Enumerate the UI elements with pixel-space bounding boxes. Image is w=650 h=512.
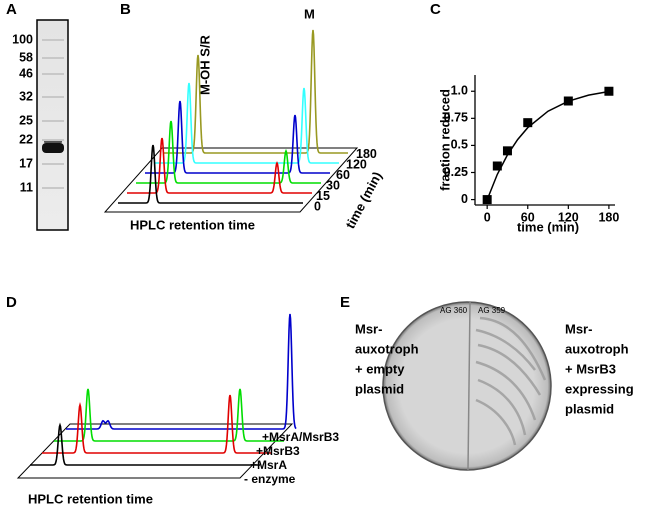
marker-label: 17 (19, 156, 33, 170)
time-label: 0 (314, 199, 321, 213)
ladder-band (42, 139, 64, 141)
ladder-band (42, 163, 64, 165)
y-tick-label: 1.0 (451, 84, 468, 98)
ladder-band (42, 96, 64, 98)
plate-caption: Msr- (565, 321, 592, 336)
peak-label: M-OH S/R (197, 34, 212, 95)
data-point (523, 118, 533, 128)
panel-label: B (120, 1, 131, 18)
x-axis-label: time (min) (517, 219, 579, 234)
chromatogram-trace (145, 100, 330, 174)
ladder-band (42, 187, 64, 189)
plate-caption: plasmid (355, 381, 404, 396)
plate-caption: auxotroph (565, 341, 629, 356)
data-point (604, 86, 614, 96)
protein-band (42, 143, 64, 153)
data-point (502, 146, 512, 156)
lid-label: AG 359 (478, 306, 506, 315)
chromatogram-trace (118, 144, 303, 204)
panel-label: D (6, 294, 17, 311)
y-tick-label: 0.75 (444, 111, 468, 125)
chromatogram-trace (54, 388, 284, 442)
time-label: 15 (316, 189, 330, 203)
condition-label: +MsrA (250, 458, 287, 472)
bacterial-growth (475, 316, 547, 446)
y-axis-label: fraction reduced (437, 89, 452, 191)
y-tick-label: 0 (461, 192, 468, 206)
plate-caption: plasmid (565, 401, 614, 416)
floor-plane (16, 423, 294, 479)
peak-label: M (304, 6, 315, 21)
marker-label: 11 (20, 180, 33, 194)
chromatogram-trace (66, 313, 297, 430)
marker-label: 25 (19, 113, 33, 127)
time-label: 120 (346, 157, 367, 171)
panel-label: E (340, 294, 350, 311)
y-tick-label: 0.5 (451, 138, 468, 152)
marker-label: 22 (19, 132, 33, 146)
axis-label: HPLC retention time (130, 217, 255, 232)
panel-label: C (430, 1, 441, 18)
time-label: 60 (336, 168, 350, 182)
time-label: 30 (326, 178, 340, 192)
x-tick-label: 0 (484, 210, 491, 224)
chromatogram-trace (163, 29, 348, 154)
marker-label: 58 (19, 50, 33, 64)
marker-label: 32 (19, 89, 33, 103)
ladder-band (42, 57, 64, 59)
y-tick-label: 0.25 (444, 165, 468, 179)
plate-caption: + MsrB3 (565, 361, 616, 376)
chromatogram-trace (136, 120, 321, 184)
ladder-band (42, 73, 64, 75)
condition-label: +MsrB3 (256, 444, 300, 458)
plate-caption: auxotroph (355, 341, 419, 356)
gel-bands (42, 140, 64, 153)
chromatogram-trace (154, 82, 339, 164)
condition-label: - enzyme (244, 472, 296, 486)
fit-curve (486, 90, 610, 200)
plate-caption: + empty (355, 361, 405, 376)
petri-plate (382, 301, 552, 471)
plate-caption: Msr- (355, 321, 382, 336)
lid-label: AG 360 (440, 306, 468, 315)
chromatogram-trace (127, 137, 312, 194)
condition-label: +MsrA/MsrB3 (262, 430, 339, 444)
time-label: 180 (356, 147, 377, 161)
ladder-band (42, 120, 64, 122)
data-point (492, 161, 502, 171)
x-tick-label: 60 (521, 210, 535, 224)
x-tick-label: 180 (598, 210, 619, 224)
data-point (482, 195, 492, 205)
panel-label: A (6, 1, 17, 18)
axis-label: HPLC retention time (28, 491, 153, 506)
marker-label: 100 (12, 32, 33, 46)
chromatogram-trace (30, 422, 260, 466)
data-point (563, 96, 573, 106)
marker-label: 46 (19, 66, 33, 80)
ladder-band (42, 39, 64, 41)
x-tick-label: 120 (558, 210, 579, 224)
floor-plane (103, 147, 359, 213)
gel (36, 19, 69, 231)
chromatogram-trace (42, 394, 272, 454)
plate-divider (467, 301, 471, 471)
plate-caption: expressing (565, 381, 634, 396)
